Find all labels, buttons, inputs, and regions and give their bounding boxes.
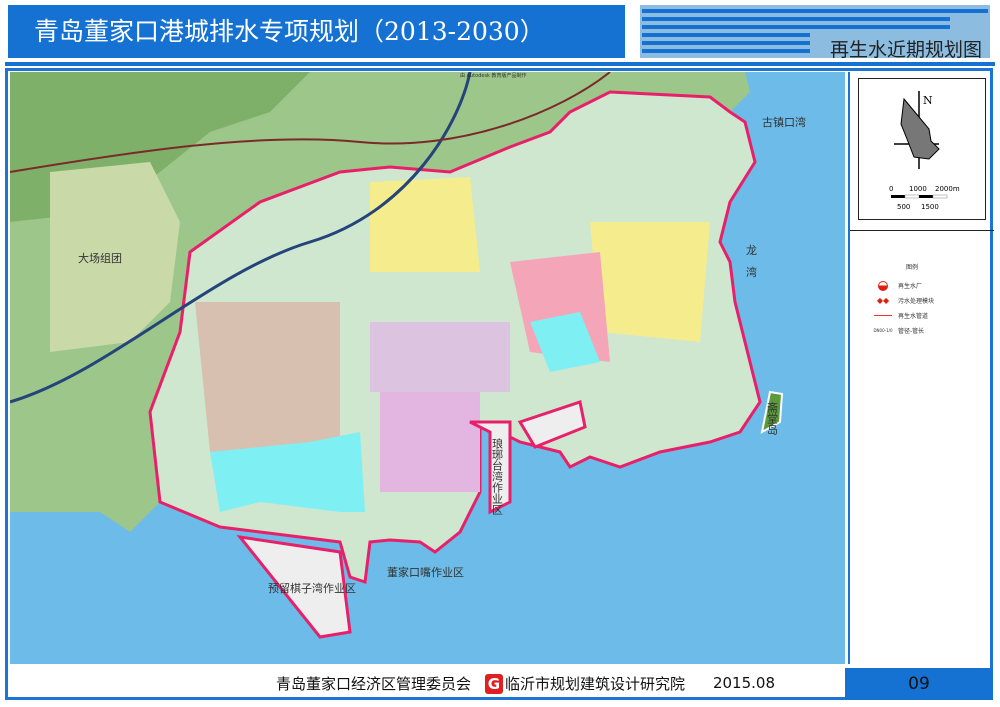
north-label: N (923, 94, 933, 107)
label-langya-port: 琅琊台湾作业区 (491, 437, 504, 515)
industrial-zone-west (195, 302, 340, 452)
map-subtitle: 再生水近期规划图 (829, 39, 982, 61)
institute: G 临沂市规划建筑设计研究院 (484, 673, 685, 694)
sewage-module-icon: ◆◆ (876, 296, 890, 305)
industrial-zone (370, 322, 510, 392)
legend-item: 再生水厂 (850, 278, 994, 293)
page-title: 青岛董家口港城排水专项规划（2013-2030） (8, 5, 625, 58)
pier-east (517, 400, 587, 449)
map-frame (5, 68, 993, 700)
pipe-spec-symbol: DN00-1/0 (873, 328, 893, 333)
scale-2000: 2000m (935, 185, 960, 193)
label-long: 龙 (746, 244, 757, 257)
scale-0: 0 (889, 185, 893, 193)
label-zhaitang-island: 斋堂岛 (766, 401, 779, 436)
institute-name: 临沂市规划建筑设计研究院 (504, 674, 685, 693)
reclaimed-water-plant-icon (868, 280, 898, 291)
wind-rose-icon: N 0 1000 2000m 500 1500 (889, 91, 960, 211)
lake (530, 312, 600, 372)
client-name: 青岛董家口经济区管理委员会 (275, 674, 471, 693)
banner-stripe (642, 33, 810, 37)
legend-label: 再生水管道 (898, 313, 929, 320)
planning-map[interactable]: 古镇口湾 龙 湾 斋堂岛 大场组团 琅琊台湾作业区 董家口嘴作业区 预留棋子湾作… (10, 72, 845, 664)
page-number: 09 (845, 668, 993, 700)
divider (5, 62, 995, 66)
footer: 青岛董家口经济区管理委员会 G 临沂市规划建筑设计研究院 2015.08 (8, 669, 845, 697)
legend-item: DN00-1/0 管径-管长 (850, 323, 994, 338)
legend-title: 图例 (906, 264, 919, 271)
label-guzhenkou-bay: 古镇口湾 (762, 115, 806, 129)
label-dachang: 大场组团 (78, 251, 122, 265)
banner-stripe (642, 17, 950, 21)
subtitle-banner: 再生水近期规划图 (640, 5, 990, 61)
scale-bar (904, 194, 920, 199)
residential-zone (370, 177, 480, 272)
institute-logo-icon: G (484, 673, 503, 694)
banner-stripe (642, 9, 988, 13)
outer-land (10, 72, 750, 532)
watermark: 由 Autodesk 教育版产品制作 (460, 73, 527, 79)
legend: 图例 再生水厂 ◆◆ 污水处理模块 再生水管道 DN00-1/0 管径-管长 (850, 262, 994, 338)
scale-bar (919, 195, 933, 198)
banner-stripe (642, 41, 810, 45)
pier-qizi (236, 534, 352, 639)
reservoir (210, 432, 365, 512)
label-dongjiakou-port: 董家口嘴作业区 (387, 565, 464, 579)
legend-label: 管径-管长 (898, 328, 925, 335)
date: 2015.08 (712, 674, 775, 692)
scale-500: 500 (897, 203, 910, 211)
industrial-zone (380, 392, 480, 492)
highway (10, 72, 611, 173)
divider (850, 230, 994, 231)
legend-item: ◆◆ 污水处理模块 (850, 293, 994, 308)
scale-bar (932, 194, 948, 199)
zhaitang-island (760, 390, 784, 434)
side-panel: N 0 1000 2000m 500 1500 图例 再生水厂 ◆◆ 污水处理模块… (848, 72, 994, 664)
legend-label: 再生水厂 (898, 283, 923, 290)
scale-1000: 1000 (909, 185, 927, 193)
banner-stripe (642, 25, 950, 29)
railway (10, 72, 472, 404)
dachang-district (50, 162, 180, 352)
legend-label: 污水处理模块 (898, 298, 935, 305)
label-wan: 湾 (746, 265, 757, 279)
pier-langya (469, 420, 512, 515)
scale-1500: 1500 (921, 203, 939, 211)
scale-bar (891, 195, 905, 198)
legend-item: 再生水管道 (850, 308, 994, 323)
pipe-line-icon (868, 315, 898, 316)
banner-stripe (642, 49, 810, 53)
north-arrow-box: N 0 1000 2000m 500 1500 (858, 78, 986, 220)
residential-zone (590, 222, 710, 342)
label-qizi-port: 预留棋子湾作业区 (268, 581, 356, 595)
